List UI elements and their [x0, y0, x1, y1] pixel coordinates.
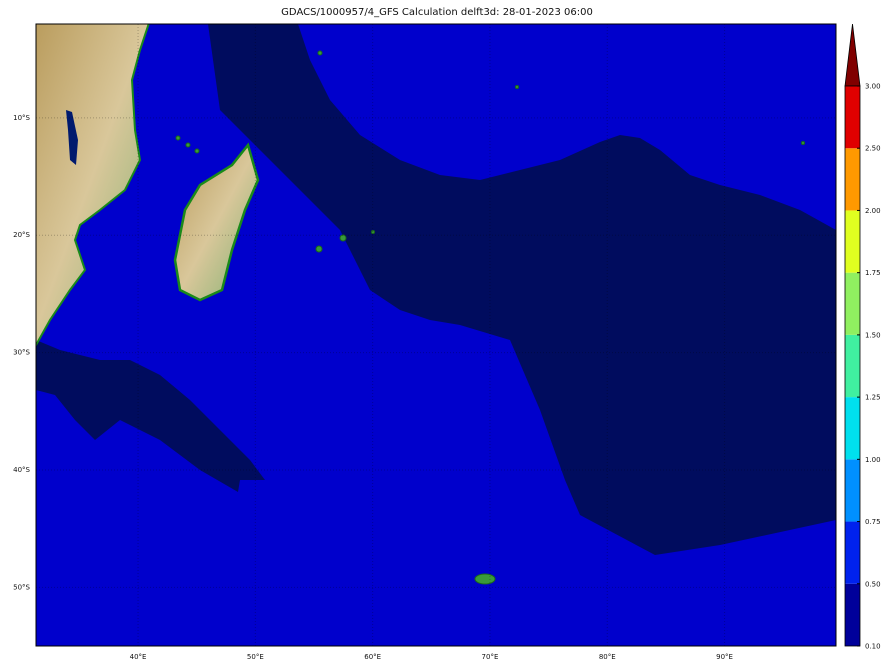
africa-land: [36, 24, 150, 346]
axes-ticks: 40°E 50°E 60°E 70°E 80°E 90°E 10°S 20°S 30°S 40°S…: [13, 114, 733, 661]
colorbar-band: [845, 459, 860, 522]
map-title: GDACS/1000957/4_GFS Calculation delft3d:…: [281, 7, 593, 18]
colorbar-band: [845, 148, 860, 211]
colorbar-tick-label: 2.50: [865, 145, 881, 153]
colorbar-band: [845, 583, 860, 646]
ocean-lowest-region-southwest: [36, 340, 265, 492]
lat-tick-label: 40°S: [13, 466, 30, 474]
lon-tick-label: 40°E: [130, 653, 147, 661]
colorbar-tick-label: 0.75: [865, 518, 881, 526]
islands: [175, 50, 805, 585]
ocean-lowest-region-main: [208, 24, 836, 555]
graticule: [36, 24, 836, 646]
colorbar-band: [845, 397, 860, 460]
lat-tick-label: 20°S: [13, 231, 30, 239]
colorbar-tick-label: 2.00: [865, 207, 881, 215]
lon-tick-label: 60°E: [364, 653, 381, 661]
lat-tick-label: 50°S: [13, 583, 30, 591]
colorbar-band: [845, 210, 860, 273]
lat-tick-label: 10°S: [13, 114, 30, 122]
colorbar-frame: [844, 85, 861, 647]
colorbar-tick-label: 0.50: [865, 580, 881, 588]
map-area[interactable]: [30, 20, 836, 646]
colorbar-band: [845, 86, 860, 149]
colorbar-tick-label: 1.75: [865, 269, 881, 277]
lon-tick-label: 50°E: [247, 653, 264, 661]
colorbar-band: [845, 334, 860, 398]
lake-malawi: [66, 110, 78, 165]
colorbar-tick-label: 3.00: [865, 83, 881, 91]
lon-tick-label: 80°E: [599, 653, 616, 661]
colorbar-extend-triangle: [844, 23, 861, 87]
colorbar-band: [845, 521, 860, 584]
colorbar-tick-label: 1.25: [865, 394, 881, 402]
lon-tick-label: 70°E: [482, 653, 499, 661]
colorbar-tick-label: 1.50: [865, 331, 881, 339]
colorbar-band: [845, 272, 860, 335]
madagascar-land: [173, 142, 260, 302]
colorbar-tick-label: 1.00: [865, 456, 881, 464]
map-frame: [35, 23, 837, 647]
lon-tick-label: 90°E: [716, 653, 733, 661]
colorbar-tick-label: 0.10: [865, 643, 881, 651]
colorbar: 0.10 0.50 0.75 1.00 1.25 1.50 1.75 2.00 2.50 3.00: [844, 23, 881, 651]
lat-tick-label: 30°S: [13, 349, 30, 357]
